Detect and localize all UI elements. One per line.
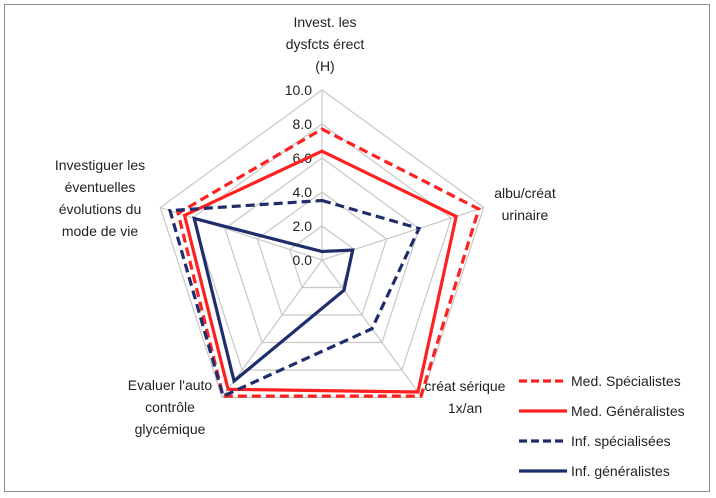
axis-label-4: Evaluer l'auto contrôle glycémique: [128, 377, 213, 437]
axis-label-line: Evaluer l'auto: [128, 377, 213, 393]
axis-label-3: créat sérique 1x/an: [425, 378, 506, 416]
axis-label-line: créat sérique: [425, 378, 506, 394]
series-line-1: [176, 127, 481, 398]
series-line-3: [167, 198, 422, 399]
axis-label-line: Invest. les: [293, 14, 356, 30]
axis-label-line: 1x/an: [448, 400, 482, 416]
grid-spoke: [160, 206, 323, 261]
axis-label-line: urinaire: [502, 207, 549, 223]
axis-label-line: (H): [315, 58, 334, 74]
axis-label-line: mode de vie: [62, 223, 138, 239]
axis-label-2: albu/créat urinaire: [494, 185, 556, 223]
axis-label-line: dysfcts érect: [286, 36, 365, 52]
radial-tick-labels: 0.02.04.06.08.010.0: [285, 82, 312, 268]
series-layer: [167, 127, 481, 399]
grid-spoke: [321, 206, 484, 261]
axis-label-line: albu/créat: [494, 185, 556, 201]
axis-labels: Invest. les dysfcts érect (H) albu/créat uri…: [55, 14, 556, 437]
axis-label-line: Investiguer les: [55, 157, 145, 173]
tick-label: 0.0: [293, 252, 313, 268]
tick-label: 8.0: [293, 116, 313, 132]
legend-label: Med. Généralistes: [571, 403, 685, 419]
legend: Med. Spécialistes Med. Généralistes Inf. s…: [519, 373, 685, 479]
axis-label-line: évolutions du: [59, 201, 142, 217]
tick-label: 10.0: [285, 82, 312, 98]
legend-label: Med. Spécialistes: [571, 373, 681, 389]
axis-label-1: Invest. les dysfcts érect (H): [286, 14, 365, 74]
tick-label: 2.0: [293, 218, 313, 234]
grid-spoke: [221, 259, 323, 398]
axis-label-5: Investiguer les éventuelles évolutions du m…: [55, 157, 145, 239]
series-line-4: [192, 216, 355, 384]
legend-label: Inf. spécialisées: [571, 433, 671, 449]
grid-ring: [256, 191, 388, 316]
grid-ring: [224, 157, 420, 344]
axis-label-line: glycémique: [135, 421, 206, 437]
legend-label: Inf. généralistes: [571, 463, 670, 479]
radar-chart: 0.02.04.06.08.010.0 Invest. les dysfcts é…: [55, 14, 685, 479]
axis-label-line: contrôle: [145, 399, 195, 415]
series-line-2: [182, 149, 459, 394]
chart-frame: 0.0 2.0 4.0 6.0 8.0 10.0 Invest. les dysfcts é…: [4, 4, 710, 492]
tick-label: 4.0: [293, 184, 313, 200]
axis-label-line: éventuelles: [65, 179, 136, 195]
